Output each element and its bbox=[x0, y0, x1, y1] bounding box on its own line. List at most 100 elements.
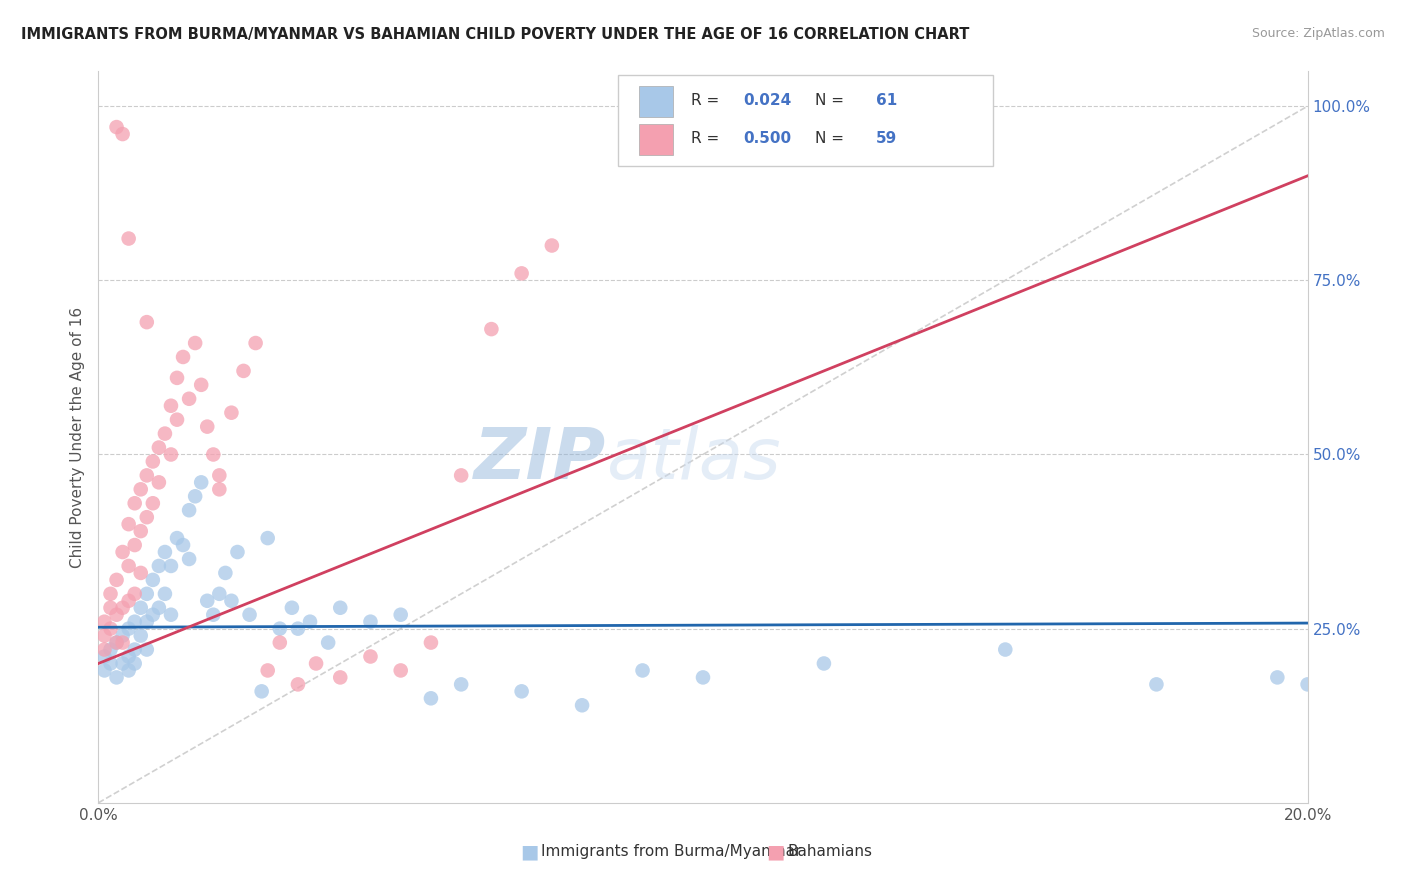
Text: Source: ZipAtlas.com: Source: ZipAtlas.com bbox=[1251, 27, 1385, 40]
Point bbox=[142, 607, 165, 622]
Point bbox=[287, 622, 309, 636]
Point bbox=[813, 657, 835, 671]
Point bbox=[135, 587, 157, 601]
FancyBboxPatch shape bbox=[619, 75, 993, 167]
Point bbox=[93, 642, 115, 657]
Text: ■: ■ bbox=[766, 842, 785, 862]
FancyBboxPatch shape bbox=[638, 87, 673, 117]
Point bbox=[111, 629, 134, 643]
Point bbox=[692, 670, 714, 684]
Text: atlas: atlas bbox=[606, 425, 780, 493]
Point bbox=[105, 670, 128, 684]
Point bbox=[184, 489, 207, 503]
Text: Bahamians: Bahamians bbox=[787, 845, 872, 859]
Point bbox=[389, 664, 412, 678]
Point bbox=[142, 573, 165, 587]
Point bbox=[118, 649, 141, 664]
Point bbox=[160, 558, 183, 573]
Point bbox=[256, 664, 278, 678]
Point bbox=[111, 657, 134, 671]
Text: IMMIGRANTS FROM BURMA/MYANMAR VS BAHAMIAN CHILD POVERTY UNDER THE AGE OF 16 CORR: IMMIGRANTS FROM BURMA/MYANMAR VS BAHAMIA… bbox=[21, 27, 970, 42]
Point bbox=[226, 545, 249, 559]
Point bbox=[281, 600, 304, 615]
Point bbox=[510, 684, 533, 698]
Point bbox=[1296, 677, 1319, 691]
Point bbox=[160, 399, 183, 413]
Point bbox=[287, 677, 309, 691]
Point bbox=[269, 622, 291, 636]
Point bbox=[124, 615, 146, 629]
Point bbox=[118, 517, 141, 532]
Point bbox=[389, 607, 412, 622]
Point bbox=[172, 538, 194, 552]
Point bbox=[118, 558, 141, 573]
Point bbox=[129, 524, 152, 538]
Point bbox=[135, 510, 157, 524]
Point bbox=[105, 120, 128, 134]
Point bbox=[100, 642, 122, 657]
Point bbox=[190, 377, 212, 392]
Point bbox=[1267, 670, 1289, 684]
Point bbox=[172, 350, 194, 364]
Point bbox=[221, 594, 243, 608]
Point bbox=[111, 127, 134, 141]
Point bbox=[208, 468, 231, 483]
Point bbox=[111, 635, 134, 649]
Text: R =: R = bbox=[690, 93, 724, 108]
Point bbox=[179, 503, 201, 517]
Point bbox=[160, 448, 183, 462]
Point bbox=[166, 531, 188, 545]
Point bbox=[195, 594, 218, 608]
Point bbox=[118, 664, 141, 678]
Point bbox=[329, 600, 352, 615]
Point bbox=[166, 371, 188, 385]
Point bbox=[269, 635, 291, 649]
Point bbox=[100, 600, 122, 615]
Point bbox=[571, 698, 593, 713]
Point bbox=[316, 635, 339, 649]
Point bbox=[256, 531, 278, 545]
Point bbox=[105, 573, 128, 587]
Point bbox=[129, 629, 152, 643]
Point bbox=[105, 635, 128, 649]
Text: N =: N = bbox=[815, 130, 849, 145]
Point bbox=[142, 454, 165, 468]
Point bbox=[111, 545, 134, 559]
Point bbox=[195, 419, 218, 434]
Point bbox=[221, 406, 243, 420]
Point bbox=[179, 392, 201, 406]
Point bbox=[510, 266, 533, 280]
Text: ZIP: ZIP bbox=[474, 425, 606, 493]
Point bbox=[994, 642, 1017, 657]
Point bbox=[450, 468, 472, 483]
Point bbox=[239, 607, 262, 622]
Text: 0.500: 0.500 bbox=[742, 130, 792, 145]
Point bbox=[232, 364, 254, 378]
Point bbox=[93, 629, 115, 643]
Point bbox=[100, 622, 122, 636]
Point bbox=[202, 448, 225, 462]
Point bbox=[135, 615, 157, 629]
Text: R =: R = bbox=[690, 130, 724, 145]
Point bbox=[135, 642, 157, 657]
Point bbox=[129, 600, 152, 615]
Y-axis label: Child Poverty Under the Age of 16: Child Poverty Under the Age of 16 bbox=[69, 307, 84, 567]
Point bbox=[105, 635, 128, 649]
Point bbox=[420, 635, 443, 649]
Point bbox=[166, 412, 188, 426]
Point bbox=[208, 587, 231, 601]
Point bbox=[179, 552, 201, 566]
Point bbox=[93, 615, 115, 629]
Point bbox=[305, 657, 328, 671]
Point bbox=[160, 607, 183, 622]
Text: 0.024: 0.024 bbox=[742, 93, 792, 108]
Point bbox=[299, 615, 322, 629]
Point bbox=[184, 336, 207, 351]
Text: ■: ■ bbox=[520, 842, 538, 862]
Point bbox=[153, 426, 176, 441]
Point bbox=[250, 684, 273, 698]
Point bbox=[124, 538, 146, 552]
Point bbox=[148, 558, 170, 573]
Point bbox=[129, 483, 152, 497]
Point bbox=[329, 670, 352, 684]
